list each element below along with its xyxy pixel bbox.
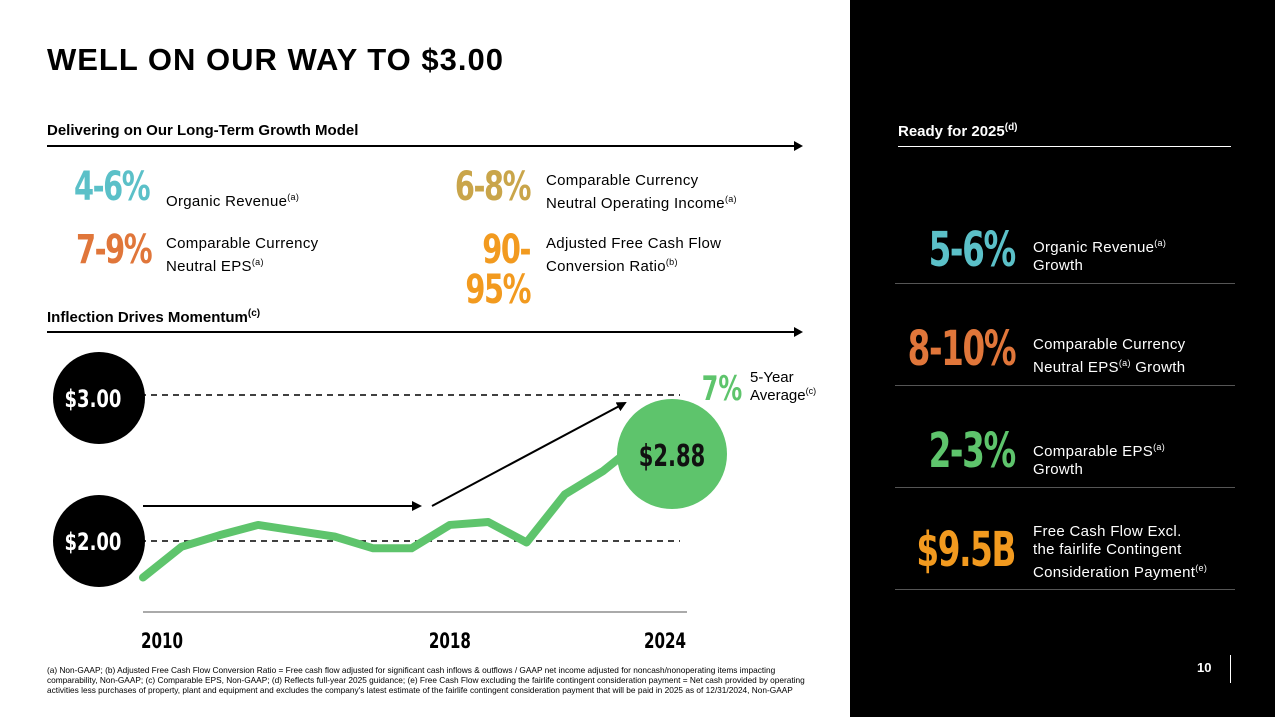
metric-label-line: Neutral Operating Income [546, 195, 725, 212]
five-year-average-label-1: 5-Year [750, 369, 794, 386]
ready-label-eps: Comparable Currency Neutral EPS(a) Growt… [1033, 336, 1185, 377]
metric-label-fcf-conversion: Adjusted Free Cash Flow Conversion Ratio… [546, 235, 721, 276]
ready-label-comparable-eps: Comparable EPS(a) Growth [1033, 438, 1165, 479]
growth-model-heading-text: Delivering on Our Long-Term Growth Model [47, 122, 359, 139]
growth-model-arrow [47, 141, 803, 151]
metric-label-line: Organic Revenue [166, 193, 288, 210]
five-year-average-value: 7% [702, 369, 742, 408]
metric-value-organic-revenue: 4-6% [74, 164, 151, 210]
metric-label-line: Comparable Currency [546, 172, 699, 189]
series-layer [139, 408, 684, 582]
ready-row-organic-revenue: 5-6% Organic Revenue(a) Growth [895, 182, 1235, 284]
footnote-ref: (a) [1153, 442, 1165, 452]
eps-series-line [139, 408, 684, 582]
footnote-ref: (c) [247, 308, 261, 319]
row-divider [895, 283, 1235, 284]
ready-label-line: the fairlife Contingent [1033, 541, 1182, 558]
metric-value-fcf-conversion: 90-95% [465, 227, 531, 313]
footnote-ref: (c) [806, 386, 817, 396]
footnote-ref: (a) [251, 257, 264, 267]
row-divider [895, 487, 1235, 488]
avg-label-text: Average [750, 387, 806, 404]
x-tick-label-2024: 2024 [644, 630, 686, 654]
momentum-heading: Inflection Drives Momentum(c) [47, 308, 260, 326]
ready-value-free-cash-flow: $9.5B [916, 522, 1016, 578]
ready-divider [898, 146, 1231, 147]
ready-label-free-cash-flow: Free Cash Flow Excl. the fairlife Contin… [1033, 523, 1207, 582]
ready-label-line: Consideration Payment [1033, 564, 1196, 581]
five-year-average-label-2: Average(c) [750, 386, 816, 404]
metric-label-line: Conversion Ratio [546, 258, 666, 275]
footnote-ref: (a) [1118, 358, 1131, 368]
metric-label-line: Neutral EPS [166, 258, 252, 275]
footnote-ref: (a) [287, 192, 300, 202]
ready-row-comparable-eps: 2-3% Comparable EPS(a) Growth [895, 386, 1235, 488]
ready-label-line: Comparable Currency [1033, 336, 1186, 353]
ready-value-comparable-eps: 2-3% [928, 423, 1017, 479]
ready-label-line: Free Cash Flow Excl. [1033, 523, 1182, 540]
x-tick-label-2010: 2010 [141, 630, 183, 654]
ready-heading: Ready for 2025(d) [898, 122, 1018, 140]
page-number: 10 [1197, 660, 1212, 675]
footnote-ref: (e) [1195, 563, 1208, 573]
footnote-ref: (d) [1004, 122, 1018, 133]
right-panel: Ready for 2025(d) 5-6% Organic Revenue(a… [850, 0, 1275, 717]
ready-label-organic-revenue: Organic Revenue(a) Growth [1033, 234, 1166, 275]
metric-label-eps: Comparable Currency Neutral EPS(a) [166, 235, 318, 276]
ready-label-line: Neutral EPS [1033, 359, 1119, 376]
metric-label-organic-revenue: Organic Revenue(a) [166, 188, 299, 211]
badge-2-label: $2.00 [65, 529, 122, 557]
ready-value-organic-revenue: 5-6% [928, 222, 1017, 278]
left-panel: WELL ON OUR WAY TO $3.00 Delivering on O… [47, 42, 817, 695]
ready-label-line: Organic Revenue [1033, 239, 1155, 256]
ready-row-eps: 8-10% Comparable Currency Neutral EPS(a)… [895, 284, 1235, 386]
metric-label-operating-income: Comparable Currency Neutral Operating In… [546, 172, 737, 213]
ready-heading-text: Ready for 2025 [898, 123, 1005, 140]
footnote-ref: (a) [1154, 238, 1167, 248]
growth-model-heading: Delivering on Our Long-Term Growth Model [47, 122, 358, 139]
page-number-divider [1230, 655, 1231, 683]
momentum-arrow [47, 327, 803, 337]
badge-3-label: $3.00 [65, 386, 122, 414]
current-value-circle [617, 399, 727, 509]
rising-trend-arrow [431, 402, 627, 507]
ready-row-free-cash-flow: $9.5B Free Cash Flow Excl. the fairlife … [895, 488, 1235, 590]
metric-label-line: Comparable Currency [166, 235, 319, 252]
row-divider [895, 589, 1235, 590]
momentum-heading-text: Inflection Drives Momentum [47, 309, 248, 326]
x-tick-label-2018: 2018 [429, 630, 471, 654]
footnote-ref: (b) [665, 257, 678, 267]
badge-2-circle [53, 495, 145, 587]
badge-3-circle [53, 352, 145, 444]
page-title: WELL ON OUR WAY TO $3.00 [47, 42, 504, 77]
eps-line-chart: $3.00 $2.00 $2.88 7% 5-Year Average(c) 2… [53, 352, 816, 654]
metric-value-operating-income: 6-8% [454, 164, 532, 210]
footnote-text: (a) Non-GAAP; (b) Adjusted Free Cash Flo… [47, 665, 805, 695]
ready-label-line: Growth [1033, 257, 1084, 274]
footnote-ref: (a) [724, 194, 737, 204]
metric-value-eps: 7-9% [76, 227, 153, 273]
row-divider [895, 385, 1235, 386]
metric-label-line: Adjusted Free Cash Flow [546, 235, 722, 252]
current-value-label: $2.88 [639, 439, 705, 474]
ready-label-line: Comparable EPS [1033, 443, 1154, 460]
tick-layer: 2010 2018 2024 [141, 630, 686, 654]
ready-label-line: Growth [1033, 461, 1084, 478]
ready-label-line: Growth [1130, 359, 1186, 376]
ready-value-eps: 8-10% [907, 321, 1016, 377]
